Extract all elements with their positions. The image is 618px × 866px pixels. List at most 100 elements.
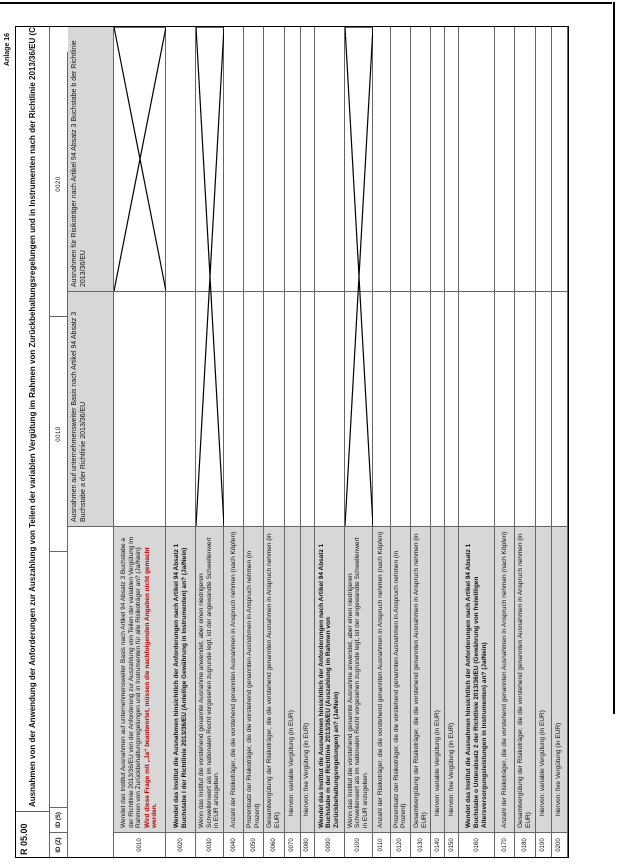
row-question-text: Gesamtvergütung der Risikoträger, die di…	[266, 533, 281, 829]
data-cell-0010	[390, 291, 411, 526]
data-cell-0020	[390, 27, 411, 291]
row-id: 0030	[196, 832, 224, 857]
data-cell-0020	[410, 27, 432, 291]
table-row: 0180 Gesamtvergütung der Risikoträger, d…	[515, 27, 536, 857]
row-label: Prozentsatz der Risikoträger, die die vo…	[244, 526, 265, 832]
row-label: Gesamtvergütung der Risikoträger, die di…	[515, 526, 536, 832]
row-label: Anzahl der Risikoträger, die die vorsteh…	[372, 526, 391, 832]
column-header-0020: Ausnahmen für Risikoträger nach Artikel …	[68, 27, 114, 291]
data-cell-0020	[515, 27, 536, 291]
data-cell-0020	[244, 27, 265, 291]
code-row: ID (Z) ID (S) 0010 0020	[50, 27, 68, 857]
table-row: 0200 hiervon: fixe Vergütung (in EUR)	[551, 27, 568, 857]
row-id: 0040	[224, 832, 244, 857]
data-cell-0020	[445, 27, 460, 291]
data-cell-0010	[372, 291, 391, 526]
row-label: Wendet das Institut Ausnahmen auf untern…	[114, 526, 166, 832]
table-row: 0080 hiervon: fixe Vergütung (in EUR)	[300, 27, 315, 857]
data-cell-0010	[431, 291, 446, 526]
table-row: 0060 Gesamtvergütung der Risikoträger, d…	[264, 27, 285, 857]
row-question-text: Gesamtvergütung der Risikoträger, die di…	[517, 533, 532, 829]
row-question-text: Anzahl der Risikoträger, die die vorsteh…	[377, 531, 385, 828]
row-id: 0050	[244, 832, 265, 857]
row-label: Gesamtvergütung der Risikoträger, die di…	[264, 526, 285, 832]
row-question-text: hiervon: variable Vergütung (in EUR)	[288, 710, 296, 816]
row-question-text: hiervon: fixe Vergütung (in EUR)	[447, 722, 455, 816]
table-row: 0120 Prozentsatz der Risikoträger, die d…	[390, 27, 411, 857]
table-row: 0150 hiervon: fixe Vergütung (in EUR)	[445, 27, 460, 857]
data-cell-0010	[445, 291, 460, 526]
data-cell-0020	[495, 27, 516, 291]
row-id: 0010	[114, 832, 166, 857]
row-label: hiervon: variable Vergütung (in EUR)	[431, 526, 446, 832]
table-row: 0140 hiervon: variable Vergütung (in EUR…	[431, 27, 446, 857]
row-question-text: Wendet das Institut die Ausnahmen hinsic…	[465, 543, 488, 828]
row-id: 0150	[445, 832, 460, 857]
row-label: Anzahl der Risikoträger, die die vorsteh…	[495, 526, 516, 832]
row-question-text: hiervon: fixe Vergütung (in EUR)	[555, 722, 563, 816]
data-cell-0010	[264, 291, 285, 526]
row-label: Wendet das Institut die Ausnahmen hinsic…	[314, 526, 345, 832]
data-cell-0010	[535, 291, 552, 526]
row-label: Wenn das Institut die vorstehend genannt…	[344, 526, 373, 832]
row-question-text: Wenn das Institut die vorstehend genannt…	[198, 537, 221, 828]
row-question-text: Anzahl der Risikoträger, die die vorsteh…	[229, 531, 237, 828]
row-question-text: Wendet das Institut die Ausnahmen hinsic…	[172, 543, 188, 828]
row-question-text: Wendet das Institut Ausnahmen auf untern…	[119, 536, 143, 828]
scan-edge-right	[0, 2, 612, 4]
table-row: 0050 Prozentsatz der Risikoträger, die d…	[244, 27, 265, 857]
row-label: hiervon: variable Vergütung (in EUR)	[284, 526, 301, 832]
code-row-spacer	[50, 551, 68, 807]
data-cell-0010	[166, 291, 196, 526]
data-cell-0010	[224, 291, 244, 526]
scan-edge-bottom	[613, 2, 615, 714]
data-cell-0020	[372, 27, 391, 291]
table-row: 0030 Wenn das Institut die vorstehend ge…	[196, 27, 224, 857]
annex-label: Anlage 16	[4, 32, 11, 66]
row-question-text: Wendet das Institut die Ausnahmen hinsic…	[317, 543, 340, 828]
data-cell-0020	[551, 27, 568, 291]
row-id: 0020	[166, 832, 196, 857]
data-cell-0020	[166, 27, 196, 291]
data-cell-0020	[196, 27, 224, 291]
row-id: 0120	[390, 832, 411, 857]
data-cell-0010	[515, 291, 536, 526]
data-cell-0010	[551, 291, 568, 526]
table-row: 0090 Wendet das Institut die Ausnahmen h…	[314, 27, 345, 857]
row-id: 0100	[344, 832, 373, 857]
table-row: 0100 Wenn das Institut die vorstehend ge…	[344, 27, 373, 857]
row-question-text: hiervon: fixe Vergütung (in EUR)	[303, 722, 311, 816]
data-cell-0020	[264, 27, 285, 291]
row-id: 0170	[495, 832, 516, 857]
data-cell-0020	[300, 27, 315, 291]
form-title: Ausnahmen von der Anwendung der Anforder…	[16, 27, 50, 811]
data-cell-0010	[244, 291, 265, 526]
row-question-text: Gesamtvergütung der Risikoträger, die di…	[412, 533, 428, 829]
table-row: 0170 Anzahl der Risikoträger, die die vo…	[495, 27, 516, 857]
row-label: Wendet das Institut die Ausnahmen hinsic…	[166, 526, 196, 832]
row-question-text: Wenn das Institut die vorstehend genannt…	[346, 537, 369, 828]
data-cell-0010	[410, 291, 432, 526]
data-cell-0020	[114, 27, 166, 291]
row-id: 0070	[284, 832, 301, 857]
row-id: 0190	[535, 832, 552, 857]
data-cell-0020	[459, 27, 496, 291]
data-cell-0010	[196, 291, 224, 526]
row-question-text: hiervon: variable Vergütung (in EUR)	[539, 710, 547, 816]
row-label: Anzahl der Risikoträger, die die vorsteh…	[224, 526, 244, 832]
row-id: 0090	[314, 832, 345, 857]
form-code: R 05.00	[16, 811, 50, 857]
row-question-text: hiervon: variable Vergütung (in EUR)	[433, 710, 441, 816]
row-question-text: Anzahl der Risikoträger, die die vorsteh…	[500, 531, 508, 828]
row-id: 0080	[300, 832, 315, 857]
column-id-header-cell: ID (S)	[50, 807, 68, 832]
data-cell-0010	[314, 291, 345, 526]
table-row: 0130 Gesamtvergütung der Risikoträger, d…	[410, 27, 432, 857]
row-label: Prozentsatz der Risikoträger, die die vo…	[390, 526, 411, 832]
row-id: 0180	[515, 832, 536, 857]
data-cell-0010	[284, 291, 301, 526]
row-label: hiervon: variable Vergütung (in EUR)	[535, 526, 552, 832]
data-cell-0020	[314, 27, 345, 291]
